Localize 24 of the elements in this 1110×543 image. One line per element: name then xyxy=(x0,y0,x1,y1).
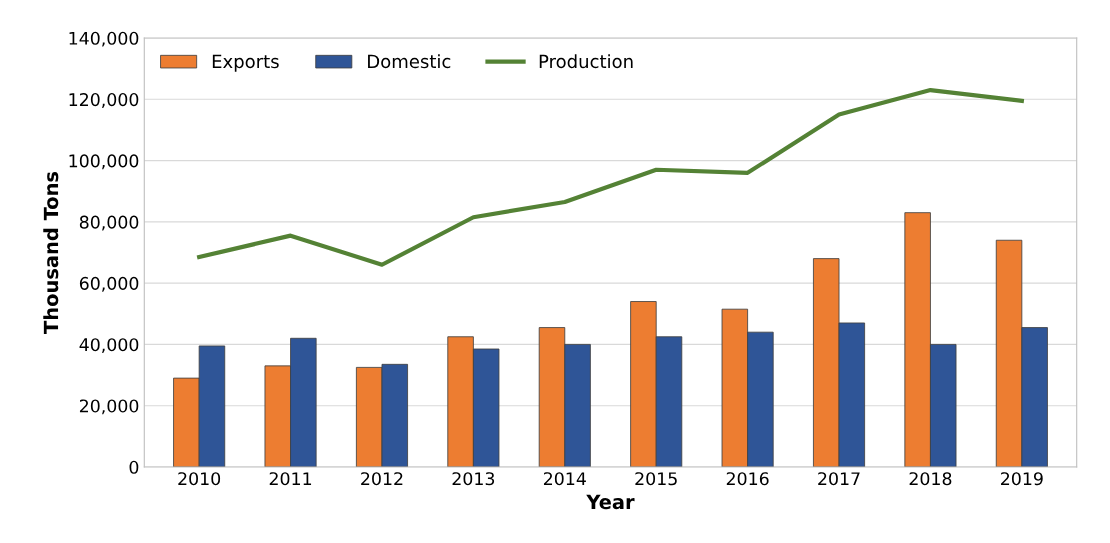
y-tick-label: 40,000 xyxy=(79,338,139,354)
x-tick-label: 2014 xyxy=(543,472,586,486)
x-tick-label: 2013 xyxy=(452,472,495,486)
y-tick-label: 0 xyxy=(129,460,139,474)
y-tick-label: 20,000 xyxy=(79,399,139,415)
y-tick-label: 120,000 xyxy=(69,93,139,108)
x-tick-label: 2019 xyxy=(1001,472,1043,486)
y-tick-label: 100,000 xyxy=(69,154,139,170)
legend-label: Production xyxy=(539,54,633,69)
x-tick-label: 2018 xyxy=(909,472,952,486)
line-series xyxy=(197,88,1024,267)
legend-label: Domestic xyxy=(368,54,451,69)
y-axis-title: Thousand Tons xyxy=(43,171,59,334)
y-tick-label: 140,000 xyxy=(69,31,139,47)
legend-label: Exports xyxy=(212,54,279,72)
y-tick-label: 60,000 xyxy=(79,276,139,292)
x-tick-label: 2015 xyxy=(635,472,677,486)
x-tick-label: 2017 xyxy=(818,472,860,486)
x-tick-label: 2016 xyxy=(726,472,769,486)
x-tick-label: 2010 xyxy=(178,472,221,486)
y-tick-label: 80,000 xyxy=(79,215,139,231)
x-axis-title: Year xyxy=(586,494,635,510)
x-tick-label: 2011 xyxy=(269,472,312,486)
x-tick-label: 2012 xyxy=(361,472,403,486)
